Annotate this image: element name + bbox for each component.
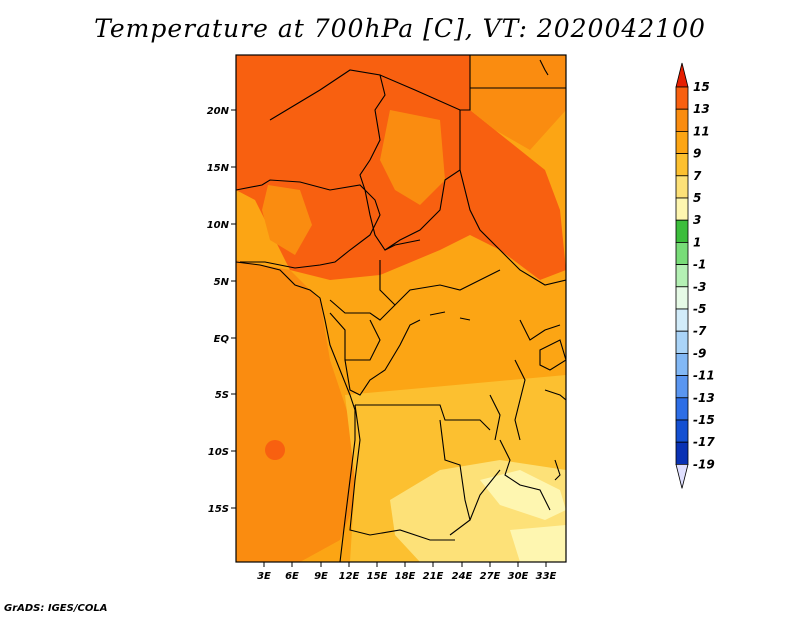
colorbar-label: 13 — [693, 102, 710, 116]
map-frame — [235, 54, 567, 563]
colorbar-top-arrow — [675, 62, 689, 88]
lon-label: 3E — [257, 571, 271, 582]
colorbar-segment — [675, 241, 689, 265]
lon-label: 30E — [508, 571, 529, 582]
coastline — [236, 261, 356, 562]
colorbar-label: 11 — [693, 124, 710, 138]
colorbar-bottom-arrow — [675, 463, 689, 489]
lat-label: 5S — [215, 390, 229, 401]
colorbar-label: 5 — [693, 191, 701, 205]
lon-ticks — [263, 562, 547, 567]
lon-label: 33E — [536, 571, 557, 582]
colorbar-label: -19 — [693, 457, 715, 471]
country-borders — [236, 55, 566, 541]
lat-labels: 20N 15N 10N 5N EQ 5S 10S 15S — [207, 106, 230, 515]
colorbar-segment — [675, 197, 689, 221]
colorbar-label: -5 — [693, 302, 706, 316]
lon-labels: 3E 6E 9E 12E 15E 18E 21E 24E 27E 30E 33E — [257, 571, 556, 582]
colorbar: 15 13 11 9 7 5 3 1 -1 -3 -5 -7 -9 -11 -13 -15 -17 -19 — [675, 62, 715, 489]
lon-label: 9E — [314, 571, 328, 582]
colorbar-segment — [675, 352, 689, 376]
lon-label: 6E — [285, 571, 299, 582]
lon-label: 27E — [480, 571, 501, 582]
lon-label: 21E — [423, 571, 444, 582]
lat-label: 5N — [214, 277, 230, 288]
lat-label: 10S — [208, 447, 229, 458]
lon-label: 15E — [367, 571, 388, 582]
colorbar-segment — [675, 175, 689, 199]
colorbar-label: -11 — [693, 369, 715, 383]
lat-label: EQ — [214, 334, 230, 345]
colorbar-segment — [675, 397, 689, 421]
colorbar-label: 7 — [693, 169, 702, 183]
colorbar-segment — [675, 130, 689, 154]
colorbar-segment — [675, 375, 689, 399]
lat-label: 15N — [207, 163, 230, 174]
colorbar-segment — [675, 419, 689, 443]
colorbar-segment — [675, 286, 689, 310]
colorbar-label: -7 — [693, 324, 707, 338]
lon-label: 24E — [452, 571, 473, 582]
footer-credit: GrADS: IGES/COLA — [4, 603, 108, 614]
colorbar-segment — [675, 308, 689, 332]
lat-ticks — [231, 109, 236, 509]
colorbar-segment — [675, 441, 689, 465]
colorbar-segment — [675, 219, 689, 243]
chart-title: Temperature at 700hPa [C], VT: 202004210… — [94, 14, 706, 43]
lon-label: 12E — [339, 571, 360, 582]
colorbar-label: 15 — [693, 80, 710, 94]
temperature-field — [236, 55, 566, 562]
colorbar-label: 3 — [693, 213, 701, 227]
colorbar-label: 9 — [693, 147, 701, 161]
colorbar-segment — [675, 264, 689, 288]
lat-label: 15S — [208, 504, 229, 515]
lat-label: 20N — [207, 106, 230, 117]
colorbar-segment — [675, 86, 689, 110]
colorbar-label: -9 — [693, 346, 706, 360]
colorbar-segment — [675, 153, 689, 177]
colorbar-label: -1 — [693, 258, 706, 272]
colorbar-label: -3 — [693, 280, 706, 294]
colorbar-label: -13 — [693, 391, 715, 405]
colorbar-label: 1 — [693, 235, 701, 249]
colorbar-label: -15 — [693, 413, 715, 427]
lon-label: 18E — [395, 571, 416, 582]
lat-label: 10N — [207, 220, 230, 231]
colorbar-segment — [675, 108, 689, 132]
colorbar-label: -17 — [693, 435, 715, 449]
colorbar-segment — [675, 330, 689, 354]
